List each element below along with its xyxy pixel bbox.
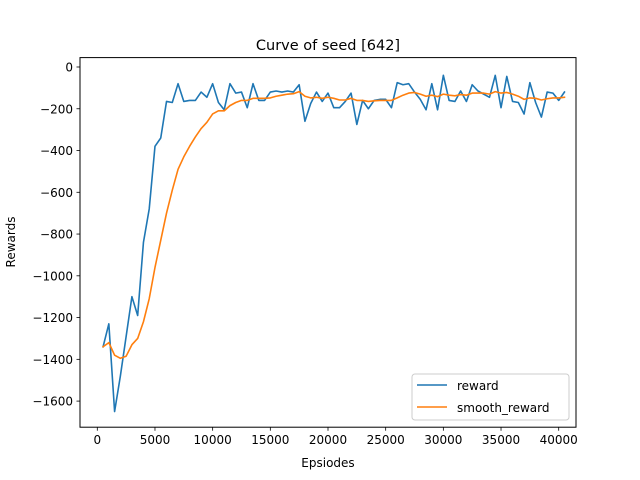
x-tick-label: 10000	[194, 433, 232, 447]
y-axis-ticks: 0 −200 −400 −600 −800 −1000 −1200 −1400 −1600	[32, 60, 80, 409]
x-tick-label: 30000	[424, 433, 462, 447]
y-tick-label: −1400	[32, 353, 73, 367]
y-tick-label: −600	[40, 186, 73, 200]
legend-box	[411, 373, 570, 421]
x-tick-label: 20000	[309, 433, 347, 447]
x-axis-label: Epsiodes	[301, 456, 354, 470]
chart-title: Curve of seed [642]	[256, 38, 400, 54]
x-tick-label: 5000	[140, 433, 171, 447]
plot-area	[80, 57, 576, 428]
x-tick-label: 15000	[251, 433, 289, 447]
y-tick-label: −400	[40, 144, 73, 158]
y-tick-label: −200	[40, 102, 73, 116]
y-tick-label: −1600	[32, 395, 73, 409]
x-axis-ticks: 0 5000 10000 15000 20000 25000 30000 35000 40000	[93, 427, 578, 447]
x-tick-label: 40000	[540, 433, 578, 447]
y-tick-label: −800	[40, 228, 73, 242]
series-line-reward	[102, 74, 566, 413]
legend-label-smooth-reward: smooth_reward	[457, 401, 550, 415]
x-tick-label: 25000	[367, 433, 405, 447]
y-tick-label: 0	[65, 60, 73, 74]
series-layer	[101, 74, 566, 413]
x-tick-label: 0	[93, 433, 101, 447]
y-tick-label: −1000	[32, 269, 73, 283]
x-tick-label: 35000	[482, 433, 520, 447]
y-axis-label: Rewards	[4, 217, 18, 268]
series-line-smooth-reward	[101, 90, 566, 360]
legend-label-reward: reward	[457, 379, 499, 393]
legend: reward smooth_reward	[411, 373, 570, 421]
y-tick-label: −1200	[32, 311, 73, 325]
